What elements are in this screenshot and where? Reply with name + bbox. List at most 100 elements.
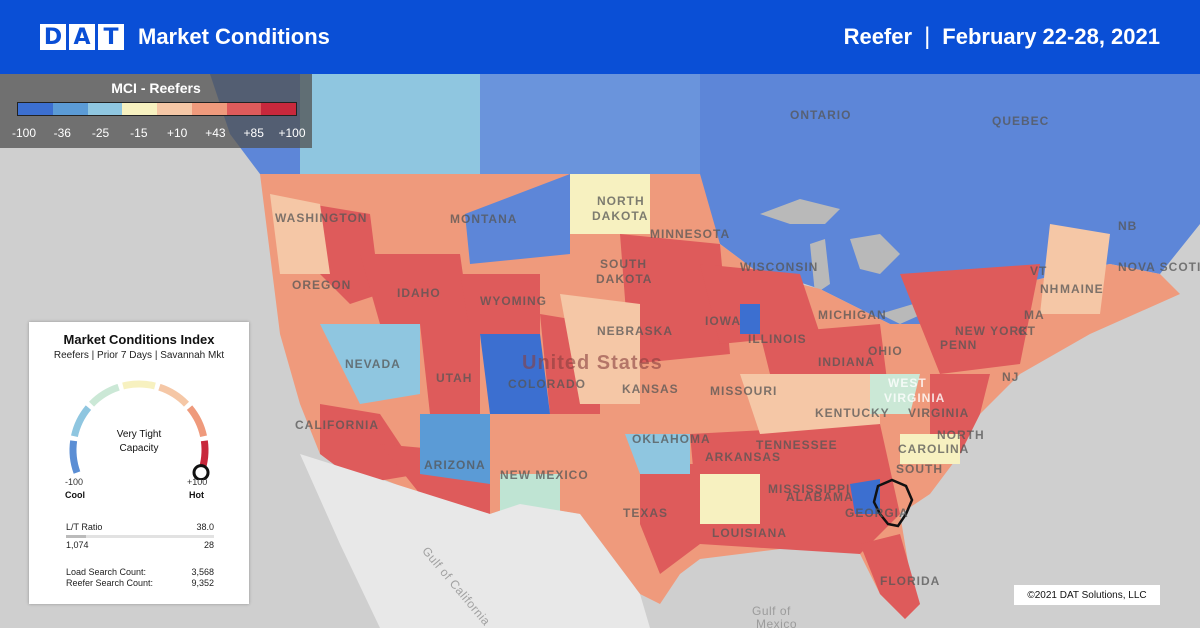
label-united-states: United States: [522, 352, 663, 374]
label-nova-scotia: NOVA SCOTIA: [1118, 260, 1200, 274]
region-idaho-wa: [310, 204, 380, 304]
header-bar: D A T Market Conditions Reefer | Februar…: [0, 0, 1200, 74]
mci-swatch-7: [261, 103, 296, 115]
label-montana: MONTANA: [450, 212, 518, 226]
label-arkansas: ARKANSAS: [705, 450, 782, 464]
mci-swatch-1: [52, 103, 88, 115]
region-nebraska-kansas: [560, 294, 640, 404]
lake-michigan: [810, 239, 830, 294]
label-iowa: IOWA: [705, 314, 741, 328]
load-search-row: Load Search Count: 3,568: [66, 567, 214, 577]
gauge-segment-3: [122, 380, 156, 390]
label-gulf-of-mexico-1: Gulf of: [752, 604, 791, 618]
capacity-status-line2: Capacity: [119, 443, 159, 454]
label-vt: VT: [1030, 264, 1048, 278]
label-mississippi: MISSISSIPPI: [768, 482, 851, 496]
label-ohio: OHIO: [868, 344, 903, 358]
mci-swatch-0: [18, 103, 53, 115]
reefer-search-row: Reefer Search Count: 9,352: [66, 578, 214, 588]
gauge-segment-4: [158, 383, 189, 407]
region-kentucky: [740, 374, 880, 434]
copyright-notice: ©2021 DAT Solutions, LLC: [1014, 585, 1160, 605]
bc-region: [300, 74, 480, 174]
label-utah: UTAH: [436, 371, 473, 385]
label-nj: NJ: [1002, 370, 1020, 384]
gauge-min-label: -100: [65, 477, 84, 487]
region-utah: [420, 324, 480, 414]
label-florida: FLORIDA: [880, 574, 941, 588]
lt-ratio-bar: [66, 535, 214, 538]
gauge-cool-label: Cool: [65, 490, 85, 500]
reefer-search-value: 9,352: [191, 578, 214, 588]
label-wisconsin: WISCONSIN: [740, 260, 819, 274]
gauge-hot-label: Hot: [189, 490, 204, 500]
logo-letter-t: T: [98, 24, 124, 50]
label-arizona: ARIZONA: [424, 458, 486, 472]
region-nevada: [320, 324, 420, 404]
label-south-dakota-1: SOUTH: [600, 257, 647, 271]
label-nebraska: NEBRASKA: [597, 324, 674, 338]
lt-ratio-row: L/T Ratio 38.0: [66, 522, 214, 532]
region-north-dakota: [570, 174, 650, 234]
region-chicago: [740, 304, 760, 334]
mci-tick-0: -100: [11, 126, 37, 140]
region-west-texas: [500, 474, 560, 514]
region-washington: [270, 194, 330, 274]
savannah-market-outline[interactable]: [872, 478, 914, 528]
mci-swatch-3: [122, 103, 157, 115]
region-florida: [860, 534, 920, 619]
mci-swatch-5: [191, 103, 227, 115]
trucks-count: 28: [203, 540, 214, 550]
loads-count: 1,074: [66, 540, 89, 550]
label-minnesota: MINNESOTA: [650, 227, 731, 241]
label-michigan: MICHIGAN: [818, 308, 887, 322]
capacity-status-line1: Very Tight: [116, 429, 162, 440]
card-title: Market Conditions Index: [63, 332, 215, 347]
region-atlanta: [850, 479, 880, 514]
label-illinois: ILLINOIS: [748, 332, 807, 346]
region-colorado: [480, 334, 550, 414]
label-wyoming: WYOMING: [480, 294, 547, 308]
region-new-york: [900, 264, 1040, 374]
label-maine: MAINE: [1060, 282, 1104, 296]
mexico-region: [300, 454, 650, 628]
logo-letter-a: A: [69, 24, 95, 50]
mci-legend: MCI - Reefers -100 -36 -25 -15 +10 +43 +85 +100: [0, 74, 312, 148]
gauge-segment-0: [69, 440, 81, 474]
label-west-virginia-1: WEST: [888, 376, 927, 390]
label-quebec: QUEBEC: [992, 114, 1050, 128]
gauge-segment-5: [186, 405, 207, 438]
label-south-dakota-2: DAKOTA: [596, 272, 653, 286]
label-kansas: KANSAS: [622, 382, 679, 396]
gauge-max-label: +100: [187, 477, 208, 487]
label-nevada: NEVADA: [345, 357, 401, 371]
capacity-status: Very Tight Capacity: [99, 428, 179, 456]
mci-tick-3: -15: [130, 126, 148, 140]
label-ct: CT: [1018, 324, 1036, 338]
label-oklahoma: OKLAHOMA: [632, 432, 711, 446]
label-gulf-of-mexico-2: Mexico: [756, 617, 798, 628]
mci-tick-1: -36: [53, 126, 71, 140]
label-ontario: ONTARIO: [790, 108, 852, 122]
mci-tick-4: +10: [166, 126, 188, 140]
label-kentucky: KENTUCKY: [815, 406, 890, 420]
label-north-dakota-1: NORTH: [597, 194, 645, 208]
label-north-carolina: NORTH: [937, 428, 985, 442]
label-louisiana: LOUISIANA: [712, 526, 787, 540]
label-texas: TEXAS: [623, 506, 669, 520]
market-map[interactable]: ONTARIO QUEBEC WASHINGTON MONTANA NORTH …: [0, 74, 1200, 628]
region-oklahoma: [625, 434, 690, 474]
region-arkansas: [700, 474, 760, 524]
label-ma: MA: [1024, 308, 1045, 322]
lake-huron: [850, 234, 900, 274]
region-maine: [1040, 224, 1110, 314]
region-montana-east: [465, 174, 570, 264]
label-penn: PENN: [940, 338, 978, 352]
label-new-york: NEW YORK: [955, 324, 1029, 338]
dat-logo: D A T: [40, 24, 124, 50]
label-oregon: OREGON: [292, 278, 352, 292]
mci-legend-title: MCI - Reefers: [111, 80, 201, 96]
load-search-value: 3,568: [191, 567, 214, 577]
label-nb: NB: [1118, 219, 1138, 233]
lt-ratio-label: L/T Ratio: [66, 522, 103, 532]
